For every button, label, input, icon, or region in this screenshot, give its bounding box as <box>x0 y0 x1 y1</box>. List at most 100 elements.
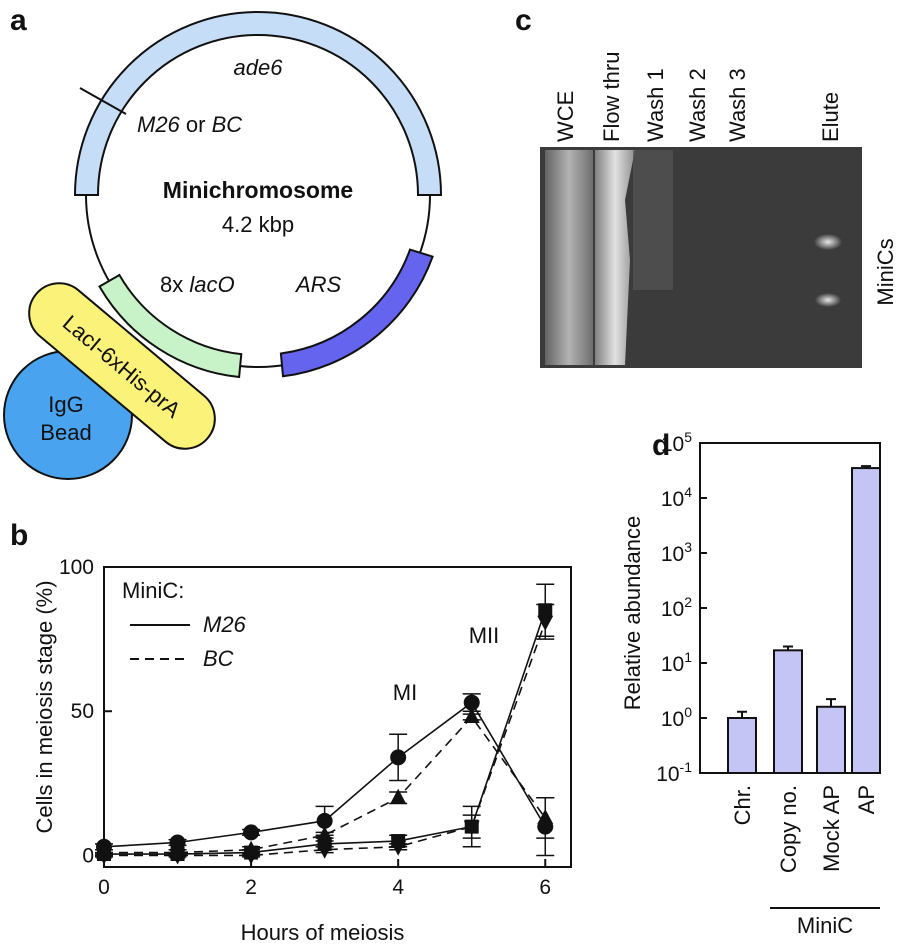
lane-label: Wash 3 <box>725 68 750 142</box>
y-tick-exponent: -1 <box>680 759 693 775</box>
y-tick-base: 10 <box>661 708 684 731</box>
bar <box>816 705 846 774</box>
marker <box>169 834 186 851</box>
legend-label: BC <box>203 646 234 671</box>
y-tick-exponent: 0 <box>684 704 692 720</box>
y-tick-exponent: 2 <box>684 594 692 610</box>
gel-lane <box>633 150 673 290</box>
x-tick-label: 6 <box>539 876 551 899</box>
bar <box>773 649 803 775</box>
y-tick-exponent: 5 <box>684 429 692 445</box>
y-tick-exponent: 3 <box>684 539 692 555</box>
bead-label: Bead <box>40 420 91 445</box>
marker <box>463 708 480 723</box>
laco-count: 8x <box>160 272 183 297</box>
group-label: MiniC <box>797 913 853 938</box>
y-tick-label: 102 <box>661 594 692 621</box>
marker <box>463 820 480 836</box>
plot-frame <box>103 566 572 868</box>
ade6-segment <box>73 11 443 196</box>
x-tick-label: 0 <box>98 876 110 899</box>
y-tick-exponent: 4 <box>684 484 692 500</box>
gel-lane <box>545 150 593 365</box>
error-bar <box>861 465 871 469</box>
plasmid-diagram: ade6 M26 or BC Minichromosome 4.2 kbp 8x… <box>3 11 443 480</box>
lane-label: Wash 1 <box>643 68 668 142</box>
marker <box>169 849 186 865</box>
gel-lane <box>595 150 635 365</box>
panel-label: d <box>652 429 670 462</box>
marker <box>243 824 260 841</box>
panel-label: b <box>10 519 28 552</box>
site-join: or <box>186 112 206 137</box>
x-tick-label: AP <box>854 785 879 814</box>
laco-segment <box>98 273 243 379</box>
y-tick-label: 104 <box>661 484 692 511</box>
x-axis-label: Hours of meiosis <box>241 920 405 944</box>
annotation: MI <box>393 680 417 705</box>
y-tick-label: 103 <box>661 539 692 566</box>
error-bar <box>783 645 793 651</box>
fusion-pill <box>28 282 216 450</box>
lane-label: WCE <box>553 91 578 142</box>
y-tick-label: 100 <box>661 704 692 731</box>
marker <box>316 812 333 829</box>
y-axis-label: Cells in meiosis stage (%) <box>32 580 57 833</box>
x-tick-label: Copy no. <box>776 785 801 873</box>
plasmid-name: Minichromosome <box>163 177 353 203</box>
y-tick-label: 10-1 <box>656 759 692 786</box>
marker <box>537 808 554 824</box>
marker <box>243 849 260 865</box>
y-tick-base: 10 <box>661 433 684 456</box>
y-tick-label: 0 <box>82 844 94 867</box>
x-tick-label: Mock AP <box>819 785 844 872</box>
band-label: MiniCs <box>873 238 898 305</box>
marker <box>390 749 407 766</box>
legend-title: MiniC: <box>122 578 184 603</box>
lane-label: Wash 2 <box>685 68 710 142</box>
site-label: M26 or BC <box>137 112 242 137</box>
y-tick-label: 100 <box>59 556 94 579</box>
y-axis-label: Relative abundance <box>620 516 645 710</box>
panel-label: a <box>10 4 27 37</box>
legend-label: M26 <box>203 612 247 637</box>
gel-image <box>540 147 862 368</box>
x-tick-label: Chr. <box>730 785 755 825</box>
bar <box>851 467 881 774</box>
x-tick-label: 4 <box>392 876 404 899</box>
laco-label: 8x lacO <box>160 272 235 297</box>
x-tick-label: 2 <box>245 876 257 899</box>
marker <box>463 694 480 711</box>
y-tick-base: 10 <box>661 653 684 676</box>
site-marker <box>79 87 127 115</box>
panel-label: c <box>515 4 532 37</box>
y-tick-base: 10 <box>661 488 684 511</box>
marker <box>316 843 333 859</box>
ars-label: ARS <box>294 272 342 297</box>
site-b: BC <box>212 112 243 137</box>
lane-label: Elute <box>818 92 843 142</box>
gel: MiniCs <box>540 147 898 368</box>
gene-label: ade6 <box>234 55 284 80</box>
marker <box>96 849 112 865</box>
ars-segment <box>279 248 434 378</box>
gel-band <box>814 234 842 250</box>
y-tick-label: 50 <box>71 700 94 723</box>
marker <box>390 840 407 856</box>
gel-band <box>815 293 841 307</box>
plasmid-size: 4.2 kbp <box>222 212 294 237</box>
error-bar <box>737 710 747 718</box>
error-bar <box>826 698 836 707</box>
laco-site: lacO <box>189 272 234 297</box>
y-tick-exponent: 1 <box>684 649 692 665</box>
y-tick-base: 10 <box>661 543 684 566</box>
site-a: M26 <box>137 112 181 137</box>
marker <box>537 615 554 631</box>
annotation: MII <box>469 623 500 648</box>
y-tick-base: 10 <box>661 598 684 621</box>
marker <box>390 788 407 804</box>
y-tick-label: 105 <box>661 429 692 456</box>
y-tick-base: 10 <box>656 763 679 786</box>
lane-label: Flow thru <box>599 52 624 142</box>
